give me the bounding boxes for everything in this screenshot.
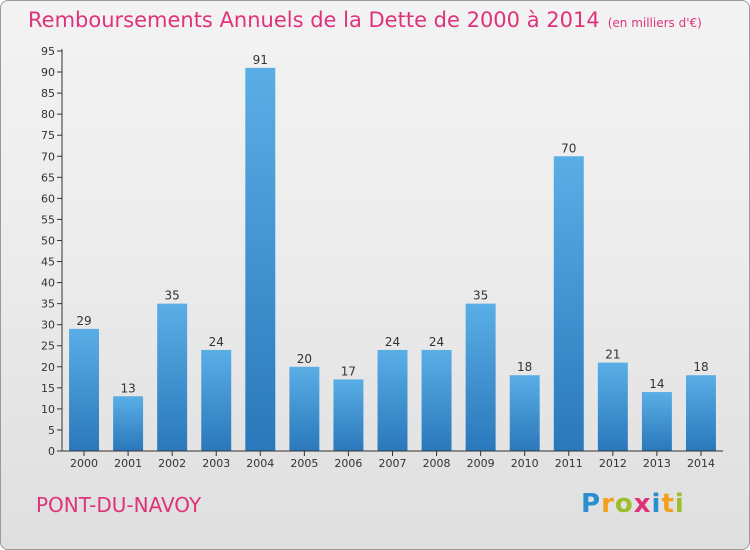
logo-letter: o (614, 489, 634, 519)
bar-2001 (113, 396, 144, 451)
bar-2012 (597, 362, 628, 451)
x-tick-label: 2002 (158, 457, 186, 470)
bar-2004 (245, 67, 276, 451)
y-tick-label: 35 (41, 298, 55, 311)
y-tick-label: 70 (41, 150, 55, 163)
y-tick-label: 0 (48, 445, 55, 458)
y-tick-label: 75 (41, 129, 55, 142)
value-label: 70 (561, 141, 576, 155)
value-label: 20 (297, 352, 312, 366)
y-axis: 0 5 10 15 20 25 30 35 40 45 50 55 60 65 70 75 80 85 90 95 (41, 45, 63, 458)
bar-2013 (641, 392, 672, 451)
value-label: 24 (429, 335, 444, 349)
bar-2006 (333, 379, 364, 451)
y-tick-label: 15 (41, 382, 55, 395)
proxiti-logo: Proxiti (581, 489, 685, 519)
value-label: 35 (473, 289, 488, 303)
bar-2010 (509, 375, 540, 451)
commune-name: PONT-DU-NAVOY (36, 493, 202, 517)
y-tick-label: 45 (41, 256, 55, 269)
x-tick-label: 2010 (511, 457, 539, 470)
y-tick-label: 5 (48, 424, 55, 437)
x-tick-label: 2013 (643, 457, 671, 470)
x-tick-label: 2008 (423, 457, 451, 470)
x-tick-label: 2005 (290, 457, 318, 470)
bar-2009 (465, 303, 496, 451)
bar-2014 (685, 375, 716, 451)
x-tick-label: 2009 (467, 457, 495, 470)
x-axis: 2000 2001 2002 2003 2004 2005 2006 2007 2008 2009… (62, 450, 723, 470)
x-tick-label: 2007 (379, 457, 407, 470)
chart-subtitle: (en milliers d'€) (607, 16, 702, 30)
y-tick-label: 55 (41, 213, 55, 226)
logo-letter: r (601, 489, 615, 519)
chart-title-text: Remboursements Annuels de la Dette de 20… (28, 8, 600, 32)
y-tick-label: 50 (41, 234, 55, 247)
bar-2011 (553, 156, 584, 451)
x-tick-label: 2000 (70, 457, 98, 470)
bar-2003 (201, 349, 232, 451)
y-tick-label: 65 (41, 171, 55, 184)
value-label: 13 (120, 381, 135, 395)
bar-2002 (157, 303, 188, 451)
x-tick-label: 2014 (687, 457, 715, 470)
x-tick-label: 2006 (334, 457, 362, 470)
y-tick-label: 85 (41, 87, 55, 100)
value-label: 17 (341, 364, 356, 378)
y-tick-label: 30 (41, 319, 55, 332)
x-tick-label: 2012 (599, 457, 627, 470)
value-label: 18 (693, 360, 708, 374)
x-tick-label: 2004 (246, 457, 274, 470)
logo-letter: i (651, 489, 662, 519)
bar-2005 (289, 366, 320, 451)
value-label: 21 (605, 348, 620, 362)
bar-2007 (377, 349, 408, 451)
bar-chart: 0 5 10 15 20 25 30 35 40 45 50 55 60 65 70 75 80 85 90 95 2… (41, 45, 723, 470)
chart-title: Remboursements Annuels de la Dette de 20… (28, 8, 702, 32)
logo-letter: t (661, 489, 675, 519)
y-tick-label: 40 (41, 277, 55, 290)
value-label: 24 (385, 335, 400, 349)
value-label: 14 (649, 377, 664, 391)
value-label: 29 (76, 314, 91, 328)
logo-letter: P (581, 489, 602, 519)
value-label: 18 (517, 360, 532, 374)
y-tick-label: 10 (41, 403, 55, 416)
bars: 29 13 35 24 91 20 17 24 24 35 18 70 21 14 18 (69, 53, 716, 451)
y-tick-label: 25 (41, 340, 55, 353)
y-tick-label: 90 (41, 66, 55, 79)
logo-letter: x (633, 489, 652, 519)
y-tick-label: 20 (41, 361, 55, 374)
value-label: 24 (209, 335, 224, 349)
x-tick-label: 2001 (114, 457, 142, 470)
x-tick-label: 2003 (202, 457, 230, 470)
value-label: 91 (253, 53, 268, 67)
bar-2008 (421, 349, 452, 451)
logo-letter: i (674, 489, 685, 519)
y-tick-label: 60 (41, 192, 55, 205)
bar-2000 (69, 328, 100, 451)
y-tick-label: 95 (41, 45, 55, 58)
x-tick-label: 2011 (555, 457, 583, 470)
value-label: 35 (165, 289, 180, 303)
y-tick-label: 80 (41, 108, 55, 121)
